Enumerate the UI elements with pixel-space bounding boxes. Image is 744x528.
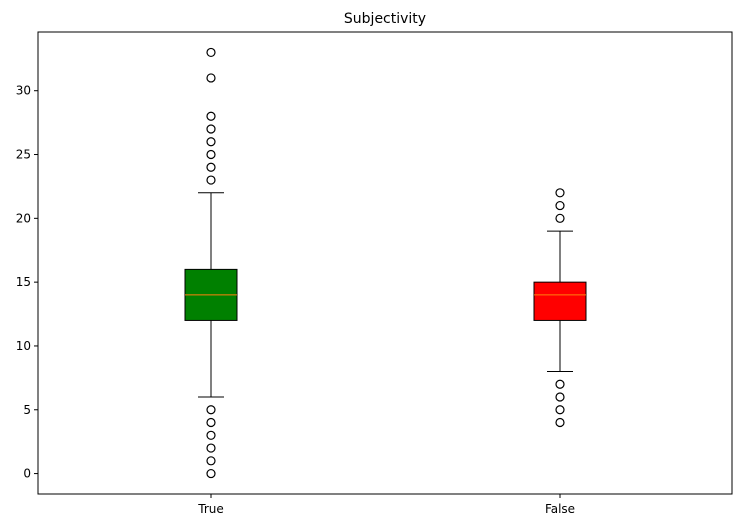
x-tick-label: False xyxy=(545,502,575,516)
outlier-point xyxy=(555,417,565,428)
outlier-point xyxy=(206,468,216,479)
boxes-layer xyxy=(184,47,587,479)
outlier-point xyxy=(206,162,216,172)
chart-title: Subjectivity xyxy=(344,11,426,27)
outlier-point xyxy=(206,456,216,466)
outlier-point xyxy=(555,379,565,389)
y-axis: 0 5 10 15 20 25 30 xyxy=(16,84,38,481)
y-tick-label: 25 xyxy=(16,148,31,162)
outlier-point xyxy=(206,149,216,160)
outlier-point xyxy=(206,405,216,415)
outlier-point xyxy=(206,47,216,58)
outlier-point xyxy=(206,137,216,147)
outlier-point xyxy=(555,213,565,223)
x-tick-label: True xyxy=(197,502,224,516)
y-tick-label: 20 xyxy=(16,211,31,225)
y-tick-label: 5 xyxy=(23,403,31,417)
outlier-point xyxy=(206,443,216,453)
y-tick-label: 30 xyxy=(16,84,31,98)
y-tick-label: 10 xyxy=(16,339,31,353)
outlier-point xyxy=(206,430,216,440)
plot-area xyxy=(37,31,733,495)
outlier-point xyxy=(206,124,216,134)
outlier-point xyxy=(206,175,216,185)
outlier-point xyxy=(555,392,565,402)
box-iqr xyxy=(533,281,587,321)
outlier-point xyxy=(555,200,565,211)
y-tick-label: 15 xyxy=(16,275,31,289)
box-group-false xyxy=(533,188,587,428)
outlier-point xyxy=(555,188,565,198)
y-tick-label: 0 xyxy=(23,467,31,481)
x-axis: True False xyxy=(197,494,575,516)
outlier-point xyxy=(206,111,216,121)
outlier-point xyxy=(206,73,216,83)
outlier-point xyxy=(555,405,565,415)
outlier-point xyxy=(206,417,216,428)
box-group-true xyxy=(184,47,238,479)
